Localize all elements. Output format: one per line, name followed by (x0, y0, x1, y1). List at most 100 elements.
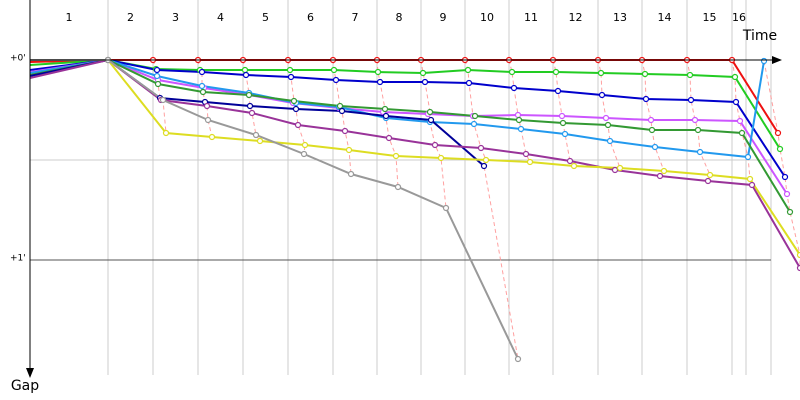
axes: Time Gap (11, 0, 782, 394)
lap-crossing (731, 59, 753, 186)
lap-marker (208, 133, 216, 141)
lap-marker (774, 129, 782, 137)
series-line (29, 58, 800, 269)
lap-marker (732, 98, 740, 106)
lap-marker (245, 91, 253, 99)
series-line (30, 59, 519, 360)
lap-marker (510, 84, 518, 92)
lap-marker (287, 73, 295, 81)
lap-marker (570, 162, 578, 170)
lap-marker (252, 131, 260, 139)
lap-marker (641, 70, 649, 78)
lap-marker (477, 144, 485, 152)
lap-label: 4 (217, 11, 224, 24)
lap-marker (246, 102, 254, 110)
lap-marker (301, 141, 309, 149)
lap-marker (515, 116, 523, 124)
lap-label: 3 (172, 11, 179, 24)
y-axis-arrow (26, 368, 34, 378)
lap-crossing (552, 59, 575, 167)
lap-marker (687, 96, 695, 104)
lap-crossing (597, 59, 621, 171)
lap-marker (392, 152, 400, 160)
lap-label: 7 (352, 11, 359, 24)
x-axis-arrow (772, 56, 782, 64)
lap-label: 1 (66, 11, 73, 24)
lap-marker (465, 79, 473, 87)
lap-marker (748, 181, 756, 189)
lap-marker (338, 107, 346, 115)
lap-marker (731, 73, 739, 81)
lap-marker (154, 80, 162, 88)
lap-marker (796, 251, 800, 259)
lap-marker (656, 172, 664, 180)
lap-label: 10 (480, 11, 494, 24)
lap-marker (602, 114, 610, 122)
lap-marker (517, 125, 525, 133)
lap-marker (153, 66, 161, 74)
lap-marker (760, 57, 768, 65)
lap-marker (744, 153, 752, 161)
lap-marker (341, 127, 349, 135)
lap-marker (559, 119, 567, 127)
lap-marker (204, 116, 212, 124)
lap-marker (300, 150, 308, 158)
lap-marker (706, 171, 714, 179)
lap-marker (442, 204, 450, 212)
lap-marker (374, 68, 382, 76)
lap-marker (526, 158, 534, 166)
lap-marker (606, 137, 614, 145)
lap-marker (427, 116, 435, 124)
lap-label: 5 (262, 11, 269, 24)
lap-marker (294, 121, 302, 129)
grid: 1 2 3 4 5 6 7 8 9 10 11 12 13 14 15 16+0'+1' (10, 0, 772, 375)
lap-marker (746, 175, 754, 183)
lap-marker (508, 68, 516, 76)
lap-marker (598, 91, 606, 99)
lap-marker (198, 68, 206, 76)
lap-marker (480, 162, 488, 170)
lap-marker (203, 102, 211, 110)
lap-marker (686, 71, 694, 79)
lap-marker (783, 190, 791, 198)
lap-crossing (508, 59, 531, 163)
lap-marker (736, 117, 744, 125)
lap-label: 16 (732, 11, 746, 24)
lap-marker (153, 72, 161, 80)
lap-marker (691, 116, 699, 124)
lap-marker (382, 112, 390, 120)
lap-label: 9 (440, 11, 447, 24)
lap-marker (647, 116, 655, 124)
lap-crossing (763, 60, 800, 268)
lap-marker (522, 150, 530, 158)
lap-marker (566, 157, 574, 165)
lap-marker (162, 129, 170, 137)
lap-marker (694, 126, 702, 134)
lap-marker (421, 78, 429, 86)
lap-marker (241, 66, 249, 74)
lap-marker (648, 126, 656, 134)
series-lines (29, 56, 800, 363)
lap-marker (554, 87, 562, 95)
lap-marker (738, 129, 746, 137)
gap-tick-label: +1' (10, 254, 26, 264)
lap-marker (248, 109, 256, 117)
lap-label: 2 (127, 11, 134, 24)
lap-crossing (464, 59, 519, 360)
lap-marker (660, 167, 668, 175)
lap-marker (604, 121, 612, 129)
lap-label: 14 (658, 11, 672, 24)
lap-marker (330, 66, 338, 74)
lap-label: 6 (307, 11, 314, 24)
lap-marker (376, 78, 384, 86)
lap-marker (385, 134, 393, 142)
lap-crossing (376, 59, 399, 188)
lap-marker (776, 145, 784, 153)
lap-label: 15 (703, 11, 717, 24)
lap-marker (286, 66, 294, 74)
lap-marker (426, 108, 434, 116)
lap-marker (514, 355, 522, 363)
lap-marker (561, 130, 569, 138)
lap-marker (242, 71, 250, 79)
